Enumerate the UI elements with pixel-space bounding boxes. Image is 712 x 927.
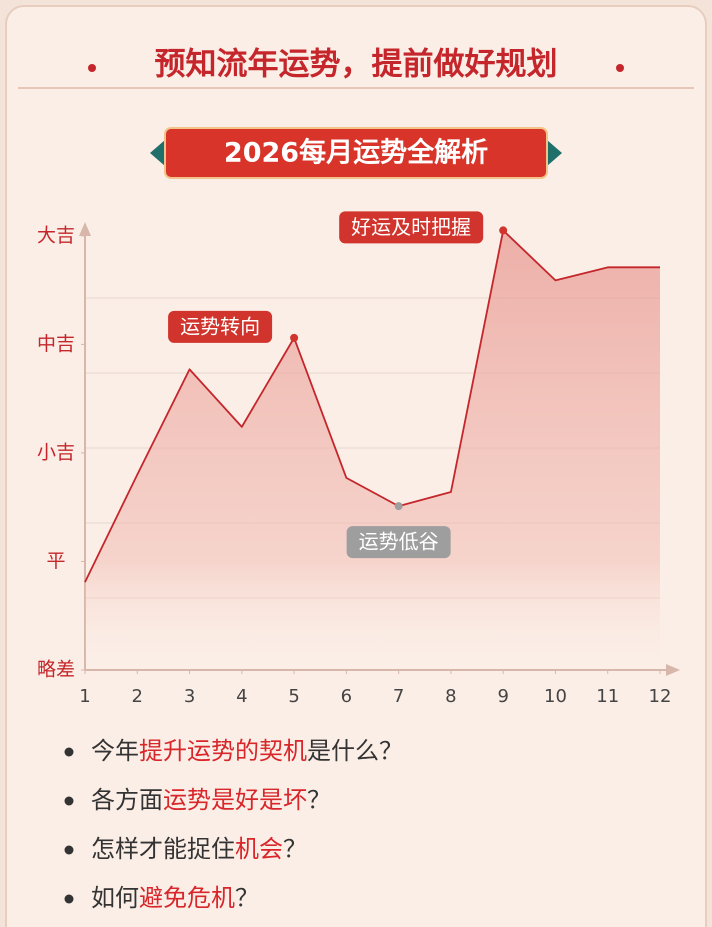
annotation-text: 运势低谷: [359, 530, 439, 554]
x-tick-label: 11: [596, 686, 619, 707]
question-part: 各方面: [91, 786, 163, 814]
title: 预知流年运势，提前做好规划: [155, 47, 558, 83]
x-tick-label: 6: [341, 686, 352, 707]
annotation-point: [394, 502, 403, 511]
title-dot: [616, 64, 624, 72]
x-tick-label: 4: [236, 686, 247, 707]
question-part: 机会: [235, 835, 283, 863]
question: 各方面运势是好是坏？: [91, 786, 331, 814]
x-tick-label: 1: [79, 686, 90, 707]
question-part: ？: [283, 835, 307, 863]
x-tick-label: 7: [393, 686, 404, 707]
bullet: [64, 894, 74, 904]
annotation-box: [346, 526, 451, 559]
annotation-box: [168, 310, 273, 343]
question-part: 避免危机: [139, 884, 235, 912]
bullet: [64, 796, 74, 806]
x-tick-label: 3: [184, 686, 195, 707]
question-part: 运势是好是坏: [163, 786, 307, 814]
y-tick-label: 中吉: [37, 333, 75, 355]
question: 今年提升运势的契机是什么？: [91, 737, 403, 765]
x-tick-label: 10: [544, 686, 567, 707]
question-part: ？: [235, 884, 259, 912]
annotation-point: [290, 333, 299, 342]
y-tick-label: 略差: [37, 659, 75, 681]
x-tick-label: 5: [288, 686, 299, 707]
question-part: 如何: [91, 884, 139, 912]
x-tick-label: 12: [649, 686, 672, 707]
x-tick-label: 9: [497, 686, 508, 707]
x-tick-label: 2: [132, 686, 143, 707]
question: 如何避免危机？: [91, 884, 259, 912]
y-tick-label: 大吉: [37, 224, 75, 246]
line: [84, 229, 660, 583]
card: [5, 5, 707, 927]
bullet: [64, 845, 74, 855]
annotation-box: [339, 211, 484, 244]
banner-text: 2026每月运势全解析: [224, 137, 488, 169]
annotation-text: 好运及时把握: [351, 215, 471, 239]
y-axis-arrow: [79, 222, 91, 236]
question-part: 今年: [91, 737, 139, 765]
question: 怎样才能捉住机会？: [91, 835, 307, 863]
y-tick-label: 小吉: [37, 441, 75, 463]
banner: [164, 127, 548, 179]
title-dot: [88, 64, 96, 72]
bullet: [64, 747, 74, 757]
annotation-point: [499, 226, 508, 235]
y-tick-label: 平: [46, 550, 65, 572]
questions: 今年提升运势的契机是什么？各方面运势是好是坏？怎样才能捉住机会？如何避免危机？: [64, 737, 403, 912]
x-tick-label: 8: [445, 686, 456, 707]
annotation-text: 运势转向: [180, 314, 260, 338]
question-part: 是什么？: [307, 737, 403, 765]
question-part: ？: [307, 786, 331, 814]
x-axis-arrow: [666, 664, 680, 676]
question-part: 提升运势的契机: [139, 737, 307, 765]
area-fill: [85, 230, 660, 671]
question-part: 怎样才能捉住: [91, 835, 235, 863]
